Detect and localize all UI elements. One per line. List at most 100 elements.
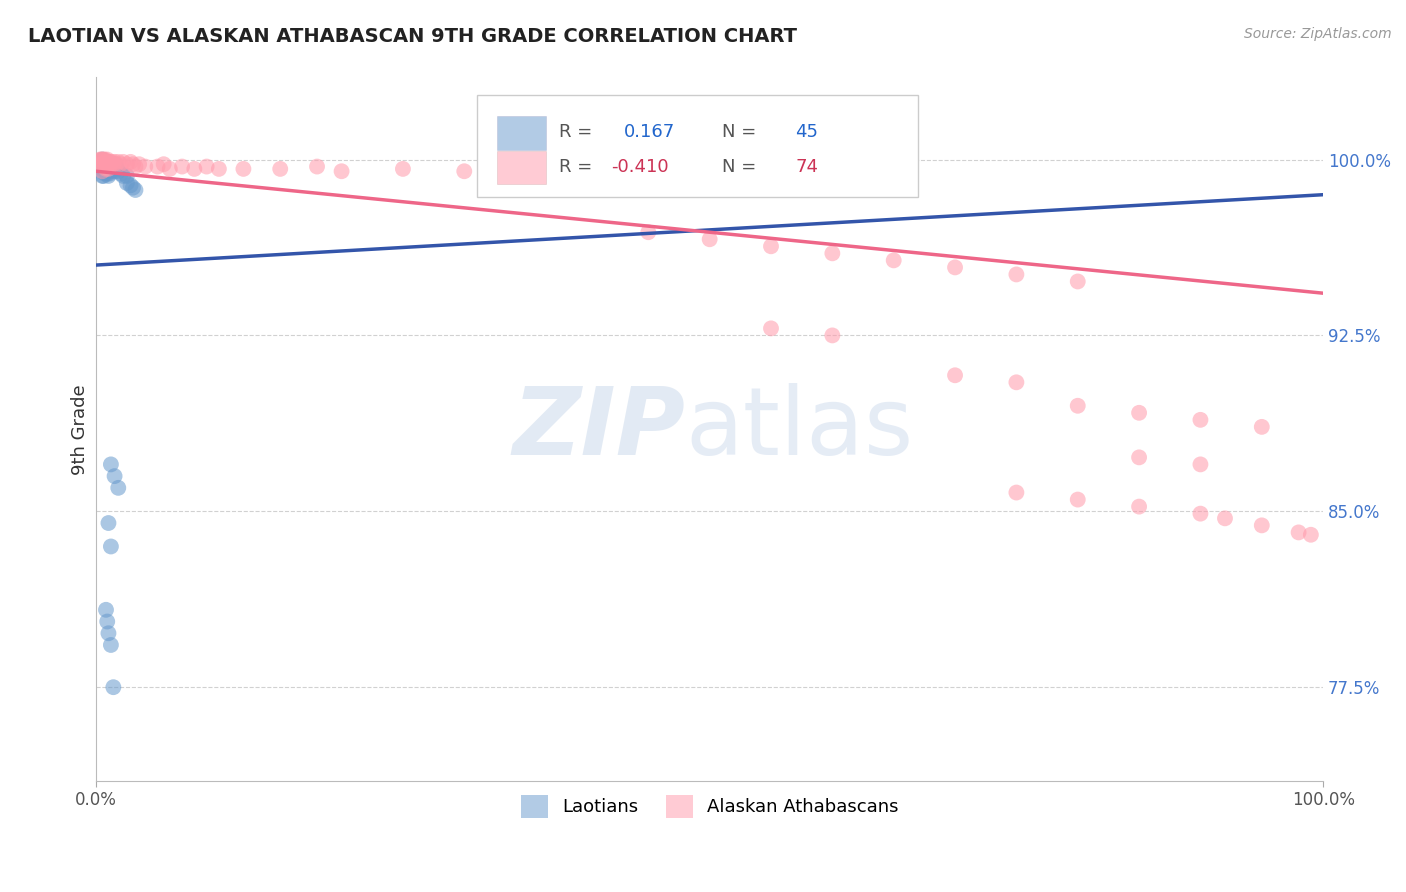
Point	[1128, 500, 1150, 514]
Point	[90, 153, 112, 167]
Point	[98, 167, 121, 181]
Point	[101, 160, 124, 174]
Y-axis label: 9th Grade: 9th Grade	[72, 384, 89, 475]
Point	[104, 157, 127, 171]
Point	[97, 161, 120, 176]
Point	[159, 161, 181, 176]
Point	[115, 169, 138, 183]
Point	[105, 161, 128, 176]
Point	[1213, 511, 1236, 525]
Point	[91, 157, 114, 171]
Legend: Laotians, Alaskan Athabascans: Laotians, Alaskan Athabascans	[513, 789, 905, 825]
Point	[94, 157, 117, 171]
Point	[124, 160, 146, 174]
Text: LAOTIAN VS ALASKAN ATHABASCAN 9TH GRADE CORRELATION CHART: LAOTIAN VS ALASKAN ATHABASCAN 9TH GRADE …	[28, 27, 797, 45]
Point	[90, 157, 112, 171]
Point	[103, 157, 125, 171]
Point	[100, 458, 122, 472]
Text: R =: R =	[558, 158, 598, 176]
Text: N =: N =	[721, 123, 762, 141]
Point	[1288, 525, 1310, 540]
Point	[1128, 450, 1150, 465]
Point	[195, 160, 218, 174]
Point	[96, 615, 118, 629]
Point	[103, 469, 125, 483]
Point	[1005, 376, 1028, 390]
Point	[1250, 518, 1272, 533]
Point	[305, 160, 328, 174]
Point	[97, 161, 120, 176]
Point	[94, 164, 117, 178]
Text: 45: 45	[796, 123, 818, 141]
FancyBboxPatch shape	[477, 95, 918, 197]
Point	[96, 167, 118, 181]
Text: -0.410: -0.410	[612, 158, 669, 176]
Point	[115, 157, 138, 171]
Text: ZIP: ZIP	[512, 384, 685, 475]
Text: atlas: atlas	[685, 384, 914, 475]
Point	[1189, 413, 1212, 427]
Point	[103, 161, 125, 176]
FancyBboxPatch shape	[498, 116, 547, 150]
Point	[107, 154, 129, 169]
Point	[453, 164, 475, 178]
Text: N =: N =	[721, 158, 762, 176]
Point	[94, 157, 117, 171]
Point	[100, 540, 122, 554]
Point	[1067, 275, 1090, 289]
Point	[110, 157, 132, 171]
Point	[91, 164, 114, 178]
Point	[103, 680, 125, 694]
Point	[575, 164, 598, 178]
Point	[110, 167, 132, 181]
Point	[170, 160, 193, 174]
Point	[330, 164, 353, 178]
Text: R =: R =	[558, 123, 598, 141]
Point	[94, 160, 117, 174]
Point	[93, 154, 115, 169]
Point	[1067, 399, 1090, 413]
Point	[943, 368, 966, 383]
Point	[100, 157, 122, 171]
Point	[89, 153, 111, 167]
Text: Source: ZipAtlas.com: Source: ZipAtlas.com	[1244, 27, 1392, 41]
Point	[100, 157, 122, 171]
Point	[97, 626, 120, 640]
Point	[759, 321, 782, 335]
Point	[124, 183, 146, 197]
Point	[1189, 458, 1212, 472]
Point	[120, 178, 142, 193]
Point	[1299, 527, 1322, 541]
Point	[93, 169, 115, 183]
Point	[103, 164, 125, 178]
Point	[97, 157, 120, 171]
Text: 0.167: 0.167	[624, 123, 675, 141]
Point	[883, 253, 905, 268]
Point	[122, 157, 145, 171]
Point	[96, 160, 118, 174]
Point	[759, 239, 782, 253]
Point	[94, 167, 117, 181]
Point	[98, 154, 121, 169]
Point	[1067, 492, 1090, 507]
Point	[98, 160, 121, 174]
Point	[1128, 406, 1150, 420]
Point	[91, 161, 114, 176]
Point	[94, 161, 117, 176]
Point	[208, 161, 231, 176]
Point	[392, 161, 415, 176]
Point	[97, 154, 120, 169]
Point	[1189, 507, 1212, 521]
Point	[104, 160, 127, 174]
Point	[94, 154, 117, 169]
FancyBboxPatch shape	[498, 151, 547, 185]
Point	[107, 481, 129, 495]
Text: 74: 74	[796, 158, 818, 176]
Point	[699, 232, 721, 246]
Point	[107, 164, 129, 178]
Point	[183, 161, 205, 176]
Point	[120, 154, 142, 169]
Point	[103, 154, 125, 169]
Point	[122, 180, 145, 194]
Point	[1250, 420, 1272, 434]
